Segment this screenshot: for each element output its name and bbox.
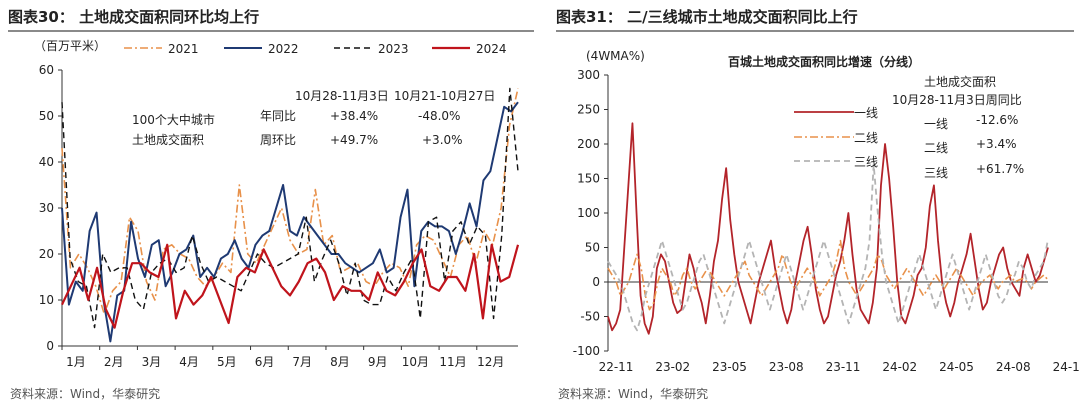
legend-label-2023: 2023 (378, 42, 409, 56)
x-tick-label: 4月 (179, 355, 199, 369)
series-line-二线 (607, 239, 1049, 311)
x-tick-label: 10月 (402, 355, 429, 369)
legend-label-一线: 一线 (854, 106, 878, 120)
y-tick-label: 30 (39, 201, 54, 215)
series-line-2023 (61, 87, 519, 329)
legend-label-三线: 三线 (854, 155, 878, 169)
left-figure-title: 图表30： 土地成交面积同环比均上行 (8, 8, 260, 26)
annotation-label-line2: 土地成交面积 (132, 132, 204, 147)
y-tick-label: 50 (39, 109, 54, 123)
right-title-rule (556, 30, 1074, 32)
left-chart: 0 10 20 30 40 50 60 1月 2月 3月 4月 5月 6月 7月 8月 9月 10月 11月 12月… (34, 39, 520, 369)
y-tick-label: 20 (39, 247, 54, 261)
x-tick-label: 7月 (292, 355, 312, 369)
chart-subtitle: 百城土地成交面积同比增速（分线） (728, 54, 920, 69)
x-tick-label: 23-08 (769, 360, 804, 374)
annotation-header2: 10月28-11月3日周同比 (892, 93, 1022, 107)
annotation-row-value: -12.6% (976, 113, 1018, 127)
annotation-row-value: +3.4% (976, 137, 1017, 151)
x-tick-label: 11月 (439, 355, 466, 369)
annotation-col2-header: 10月21-10月27日 (394, 89, 495, 103)
annotation-header1: 土地成交面积 (924, 74, 996, 89)
annotation-row1-label: 年同比 (260, 109, 296, 123)
x-tick-label: 6月 (255, 355, 275, 369)
left-source-note: 资料来源：Wind，华泰研究 (10, 387, 161, 401)
series-line-2022 (61, 101, 519, 343)
annotation-row1-col2: -48.0% (418, 109, 460, 123)
right-chart: -100 -50 0 50 100 150 200 250 300 22-11 23-02 23-05… (573, 49, 1080, 374)
y-tick-label: 50 (585, 241, 600, 255)
x-tick-label: 23-11 (826, 360, 861, 374)
series-line-2021 (61, 88, 519, 315)
x-tick-label: 24-05 (939, 360, 974, 374)
annotation-row2-col2: +3.0% (422, 133, 463, 147)
x-tick-label: 23-05 (712, 360, 747, 374)
x-tick-label: 24-08 (996, 360, 1031, 374)
y-tick-label: 100 (577, 206, 600, 220)
legend-label-2022: 2022 (268, 42, 299, 56)
y-tick-label: 60 (39, 63, 54, 77)
y-tick-label: 10 (39, 293, 54, 307)
left-panel: 图表30： 土地成交面积同环比均上行 0 10 20 30 40 50 60 1月 2月 3月 4月… (8, 8, 534, 401)
x-tick-label: 9月 (368, 355, 388, 369)
series-line-2024 (61, 243, 520, 329)
annotation-row2-col1: +49.7% (330, 133, 378, 147)
annotation-row2-label: 周环比 (260, 133, 296, 147)
right-figure-title: 图表31： 二/三线城市土地成交面积同比上行 (556, 8, 858, 26)
series-line-三线 (607, 163, 1049, 332)
annotation-col1-header: 10月28-11月3日 (295, 89, 389, 103)
legend-label-2021: 2021 (168, 42, 199, 56)
x-tick-label: 1月 (66, 355, 86, 369)
annotation-row-label: 一线 (924, 117, 948, 131)
right-source-note: 资料来源：Wind，华泰研究 (558, 387, 709, 401)
annotation-row1-col1: +38.4% (330, 109, 378, 123)
x-tick-label: 5月 (217, 355, 237, 369)
legend-label-二线: 二线 (854, 131, 878, 145)
x-tick-label: 24-02 (882, 360, 917, 374)
annotation-row-label: 三线 (924, 166, 948, 180)
annotation-label-line1: 100个大中城市 (132, 112, 215, 127)
x-tick-label: 2月 (104, 355, 124, 369)
y-tick-label: 0 (592, 275, 600, 289)
annotation-row-value: +61.7% (976, 162, 1024, 176)
y-tick-label: 150 (577, 172, 600, 186)
y-tick-label: -50 (580, 310, 600, 324)
left-title-rule (8, 30, 534, 32)
y-axis-unit: （百万平米） (34, 39, 106, 53)
x-tick-label: 8月 (330, 355, 350, 369)
y-tick-label: 40 (39, 155, 54, 169)
x-tick-label: 23-02 (655, 360, 690, 374)
y-axis-unit: (4WMA%) (586, 49, 645, 63)
y-tick-label: 0 (46, 339, 54, 353)
series-line-一线 (607, 122, 1049, 335)
x-tick-label: 3月 (142, 355, 162, 369)
y-tick-label: 300 (577, 68, 600, 82)
annotation-row-label: 二线 (924, 141, 948, 155)
x-tick-label: 12月 (477, 355, 504, 369)
right-panel: 图表31： 二/三线城市土地成交面积同比上行 -100 -50 0 50 100 150 2… (548, 0, 1080, 412)
legend-label-2024: 2024 (476, 42, 507, 56)
y-tick-label: 250 (577, 103, 600, 117)
y-tick-label: 200 (577, 137, 600, 151)
x-tick-label: 22-11 (599, 360, 634, 374)
y-tick-label: -100 (573, 344, 600, 358)
x-tick-label: 24-11 (1053, 360, 1080, 374)
